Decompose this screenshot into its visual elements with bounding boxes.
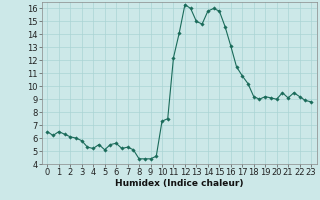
X-axis label: Humidex (Indice chaleur): Humidex (Indice chaleur) <box>115 179 244 188</box>
